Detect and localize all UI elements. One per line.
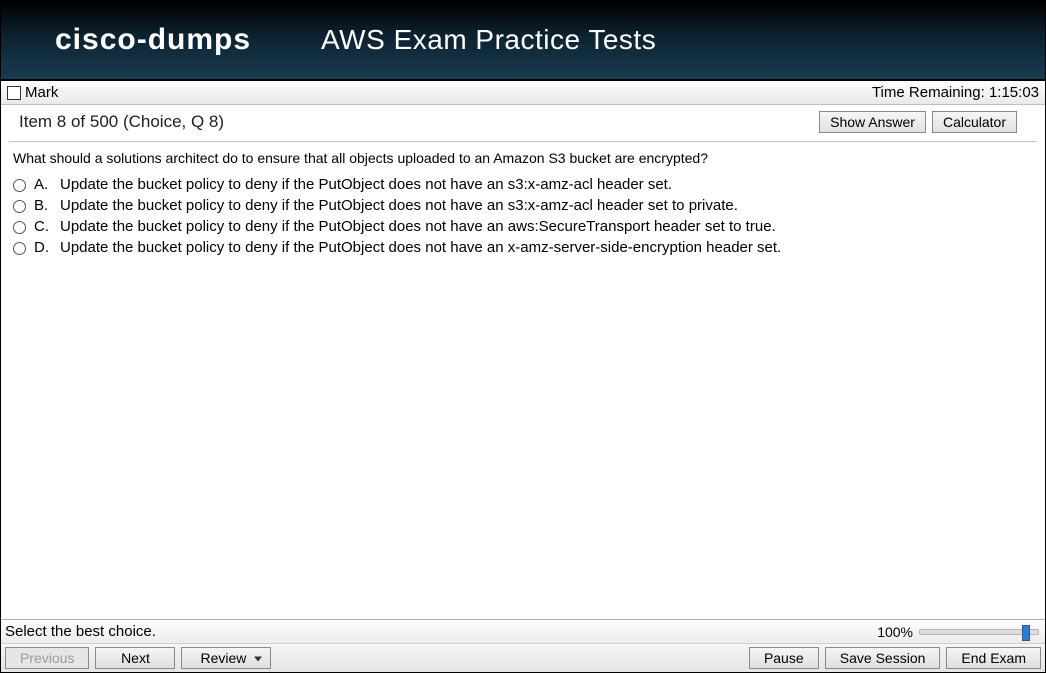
calculator-button[interactable]: Calculator: [932, 111, 1017, 133]
time-label: Time Remaining:: [872, 84, 985, 101]
instruction-bar: Select the best choice. 100%: [1, 619, 1045, 643]
zoom-percent: 100%: [877, 624, 913, 640]
show-answer-button[interactable]: Show Answer: [819, 111, 926, 133]
instruction-text: Select the best choice.: [5, 623, 156, 640]
option-letter: A.: [34, 176, 52, 193]
item-bar: Item 8 of 500 (Choice, Q 8) Show Answer …: [9, 105, 1037, 142]
next-button[interactable]: Next: [95, 647, 175, 669]
option-text: Update the bucket policy to deny if the …: [60, 218, 776, 235]
option-row[interactable]: B. Update the bucket policy to deny if t…: [13, 197, 1033, 214]
review-button[interactable]: Review: [181, 647, 271, 669]
option-text: Update the bucket policy to deny if the …: [60, 176, 672, 193]
mark-checkbox[interactable]: [7, 86, 21, 100]
save-session-button[interactable]: Save Session: [825, 647, 941, 669]
time-remaining: Time Remaining: 1:15:03: [872, 84, 1039, 101]
brand-logo: cisco-dumps: [55, 23, 251, 57]
option-text: Update the bucket policy to deny if the …: [60, 197, 738, 214]
exam-app: cisco-dumps AWS Exam Practice Tests Mark…: [0, 0, 1046, 673]
question-body: What should a solutions architect do to …: [1, 142, 1045, 619]
option-text: Update the bucket policy to deny if the …: [60, 239, 781, 256]
header-title: AWS Exam Practice Tests: [321, 24, 656, 56]
option-row[interactable]: C. Update the bucket policy to deny if t…: [13, 218, 1033, 235]
time-value: 1:15:03: [989, 84, 1039, 101]
option-row[interactable]: D. Update the bucket policy to deny if t…: [13, 239, 1033, 256]
option-letter: C.: [34, 218, 52, 235]
mark-control[interactable]: Mark: [7, 84, 58, 101]
question-text: What should a solutions architect do to …: [13, 150, 1033, 166]
end-exam-button[interactable]: End Exam: [946, 647, 1041, 669]
radio-icon[interactable]: [13, 200, 26, 213]
options-list: A. Update the bucket policy to deny if t…: [13, 176, 1033, 256]
radio-icon[interactable]: [13, 242, 26, 255]
mark-label: Mark: [25, 84, 58, 101]
option-letter: B.: [34, 197, 52, 214]
option-letter: D.: [34, 239, 52, 256]
radio-icon[interactable]: [13, 179, 26, 192]
item-title: Item 8 of 500 (Choice, Q 8): [19, 112, 224, 132]
mark-bar: Mark Time Remaining: 1:15:03: [1, 81, 1045, 105]
pause-button[interactable]: Pause: [749, 647, 819, 669]
zoom-slider[interactable]: [919, 629, 1039, 635]
nav-bar: Previous Next Review Pause Save Session …: [1, 643, 1045, 672]
app-header: cisco-dumps AWS Exam Practice Tests: [1, 1, 1045, 81]
zoom-control: 100%: [877, 624, 1039, 640]
zoom-slider-thumb[interactable]: [1022, 625, 1030, 641]
radio-icon[interactable]: [13, 221, 26, 234]
option-row[interactable]: A. Update the bucket policy to deny if t…: [13, 176, 1033, 193]
previous-button[interactable]: Previous: [5, 647, 89, 669]
